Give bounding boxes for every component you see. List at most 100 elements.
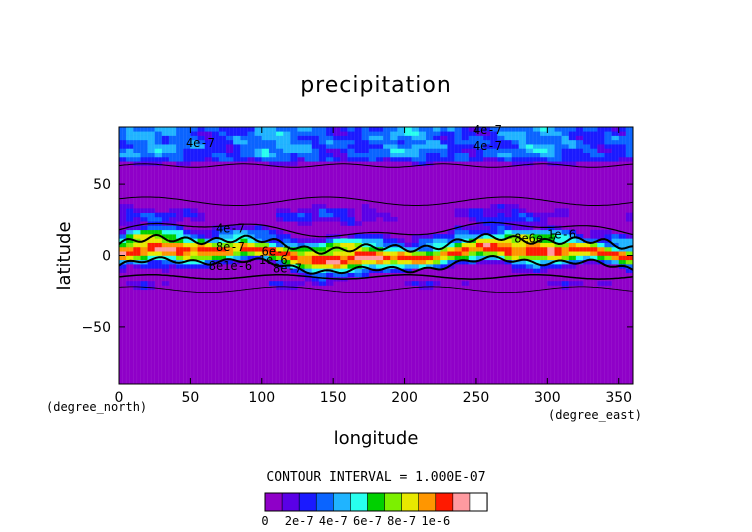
field-cell [211, 251, 220, 256]
contour-label: 1e-6 [259, 253, 288, 267]
field-cell [276, 234, 284, 239]
field-cell [568, 259, 577, 265]
field-cell [575, 255, 584, 261]
field-cell [447, 255, 455, 261]
field-cell [276, 152, 284, 158]
field-cell [604, 246, 612, 252]
field-cell [383, 259, 391, 265]
field-cell [418, 156, 427, 162]
field-cell [511, 264, 520, 269]
field-cell [440, 264, 448, 269]
field-cell [183, 127, 191, 132]
field-cell [297, 131, 305, 136]
field-cell [525, 259, 534, 265]
field-cell [511, 221, 520, 226]
field-cell [197, 246, 205, 252]
field-cell [140, 208, 148, 213]
field-cell [204, 242, 213, 248]
field-cell [383, 156, 391, 162]
field-cell [119, 229, 127, 235]
field-cell [133, 285, 141, 291]
field-cell [411, 161, 420, 166]
field-cell [625, 148, 633, 153]
field-cell [475, 259, 484, 265]
field-cell [304, 127, 313, 132]
contour-line [119, 274, 633, 280]
colorbar-tick-labels: 0 2e-7 4e-7 6e-7 8e-7 1e-6 [261, 514, 450, 528]
field-cell [547, 135, 555, 141]
field-cell [354, 259, 363, 265]
field-cell [483, 131, 491, 136]
field-cell [161, 281, 170, 286]
field-cell [297, 272, 305, 278]
field-cell [290, 127, 298, 132]
field-cell [197, 139, 205, 145]
field-cell [433, 144, 441, 149]
field-cell [226, 246, 234, 252]
field-cell [397, 251, 405, 256]
field-cell [483, 127, 491, 132]
field-cell [290, 259, 298, 265]
field-cell [340, 212, 348, 218]
field-cell [411, 131, 420, 136]
field-cell [504, 135, 512, 141]
field-cell [261, 139, 270, 145]
field-cell [318, 208, 327, 213]
field-cell [211, 156, 220, 162]
field-cell [618, 238, 627, 243]
field-cell [533, 264, 541, 269]
field-cell [347, 216, 355, 222]
contour-label: 4e-7 [186, 136, 215, 150]
field-cell [283, 161, 291, 166]
field-cell [490, 152, 498, 158]
field-cell [268, 131, 277, 136]
field-cell [140, 229, 148, 235]
field-cell [561, 127, 570, 132]
field-cell [547, 229, 555, 235]
field-cell [268, 135, 277, 141]
field-cell [347, 139, 355, 145]
field-cell [518, 251, 527, 256]
field-cell [468, 152, 477, 158]
field-cell [340, 259, 348, 265]
field-cell [283, 234, 291, 239]
field-cell [347, 246, 355, 252]
field-cell [354, 144, 363, 149]
field-cell [390, 148, 398, 153]
field-cell [518, 152, 527, 158]
field-cell [261, 242, 270, 248]
field-cell [547, 242, 555, 248]
field-cell [168, 208, 177, 213]
field-cell [554, 242, 562, 248]
field-cell [418, 255, 427, 261]
field-cell [347, 259, 355, 265]
field-cell [604, 259, 612, 265]
field-cell [454, 148, 462, 153]
field-cell [304, 272, 313, 278]
field-cell [226, 259, 234, 265]
field-cell [161, 144, 170, 149]
field-cell [404, 144, 412, 149]
field-cell [533, 221, 541, 226]
field-cell [404, 246, 412, 252]
field-cell [561, 264, 570, 269]
contour-label: 8e1e-6 [209, 259, 252, 273]
field-cell [133, 135, 141, 141]
field-cell [418, 139, 427, 145]
field-cell [368, 131, 377, 136]
field-cell [525, 139, 534, 145]
field-cell [418, 152, 427, 158]
field-cell [311, 212, 320, 218]
field-cell [147, 216, 155, 222]
field-cell [168, 212, 177, 218]
field-cell [604, 281, 612, 286]
field-cell [540, 246, 548, 252]
field-cell [554, 251, 562, 256]
field-cell [333, 246, 341, 252]
field-cell [333, 238, 341, 243]
field-cell [547, 212, 555, 218]
field-cell [625, 139, 633, 145]
field-cell [561, 208, 570, 213]
field-cell [119, 156, 127, 162]
field-cell [283, 212, 291, 218]
